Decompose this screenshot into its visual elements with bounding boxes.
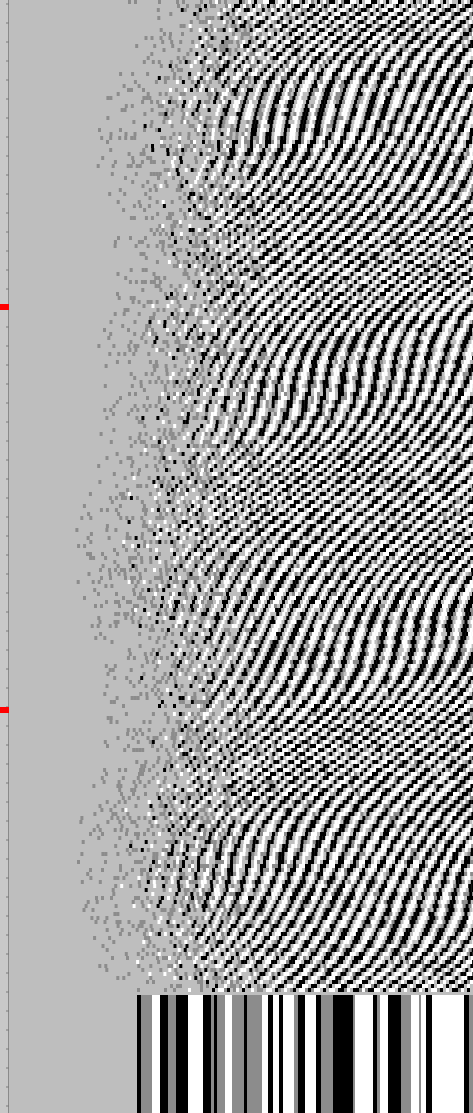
horizon-marker[interactable] [0, 304, 9, 310]
depth-ticks [0, 3, 9, 1107]
wiggle-traces [75, 0, 473, 1113]
horizon-marker[interactable] [0, 707, 9, 713]
depth-ruler[interactable] [0, 0, 9, 1113]
seismic-section[interactable] [9, 0, 473, 1113]
